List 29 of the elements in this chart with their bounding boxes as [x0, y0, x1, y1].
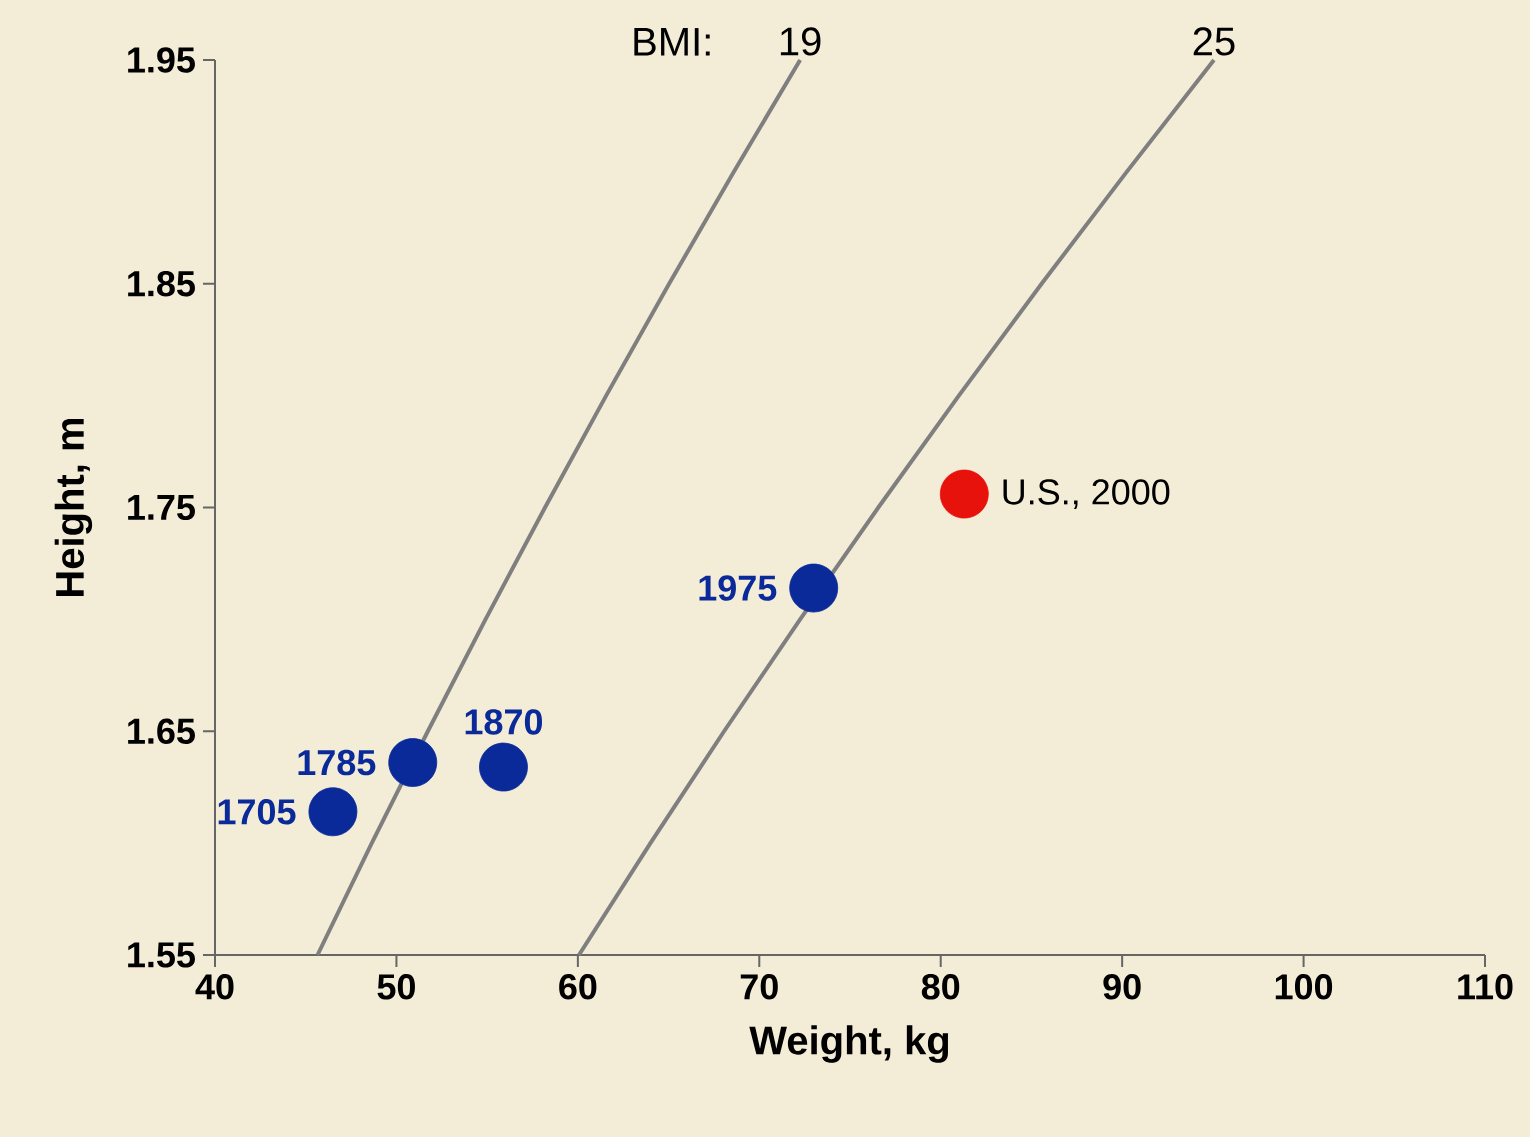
y-tick-label: 1.65	[128, 718, 195, 744]
x-axis-title: Weight, kg	[749, 1025, 949, 1063]
y-tick-label: 1.85	[128, 270, 195, 297]
x-tick-label: 60	[559, 974, 597, 1000]
x-tick-label: 80	[921, 974, 960, 1000]
y-axis-title: Height, m	[54, 418, 93, 596]
series-label: 25	[1193, 27, 1235, 56]
annotation: 1870	[465, 709, 543, 735]
series-label: 19	[780, 27, 821, 56]
point	[388, 738, 438, 787]
annotation: 1975	[699, 575, 777, 601]
annotation: 1785	[298, 749, 376, 776]
x-tick-label: 90	[1103, 974, 1141, 1000]
line-series	[576, 58, 1216, 957]
y-tick-label: 1.75	[128, 494, 195, 521]
point	[789, 563, 839, 613]
x-tick-label: 110	[1458, 974, 1513, 1000]
point	[939, 469, 989, 519]
x-tick-label: 70	[740, 974, 778, 1000]
annotation: 1705	[218, 799, 296, 825]
x-tick-label: 50	[377, 974, 415, 1000]
x-tick-label: 100	[1275, 974, 1333, 1000]
point	[479, 742, 528, 792]
annotation: U.S., 2000	[1003, 479, 1170, 509]
x-tick-label: 40	[195, 974, 234, 1000]
point	[308, 787, 358, 837]
text: BMI:	[634, 28, 710, 56]
y-tick-label: 1.55	[128, 942, 195, 968]
y-tick-label: 1.95	[128, 47, 195, 73]
